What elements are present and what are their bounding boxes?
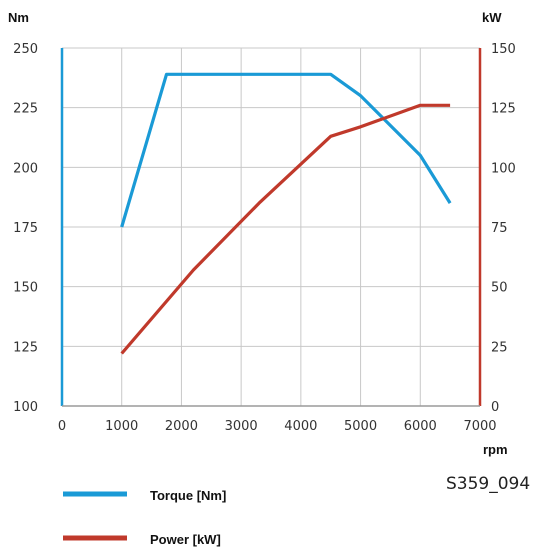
right-tick-label: 75 bbox=[491, 221, 508, 236]
left-tick-label: 250 bbox=[13, 42, 38, 57]
left-tick-label: 225 bbox=[13, 102, 38, 117]
right-axis-unit-label: kW bbox=[482, 10, 502, 25]
right-tick-label: 25 bbox=[491, 340, 508, 355]
legend: Torque [Nm] Power [kW] bbox=[63, 488, 226, 547]
left-tick-label: 200 bbox=[13, 161, 38, 176]
torque-line bbox=[120, 72, 452, 228]
figure-id: S359_094 bbox=[446, 474, 530, 494]
left-tick-label: 125 bbox=[13, 340, 38, 355]
right-tick-label: 0 bbox=[491, 400, 499, 415]
x-tick-label: 3000 bbox=[225, 419, 258, 434]
right-tick-label: 125 bbox=[491, 102, 516, 117]
x-tick-label: 0 bbox=[58, 419, 66, 434]
right-tick-label: 100 bbox=[491, 161, 516, 176]
tick-labels: 100 125 150 175 200 225 250 0 25 50 75 100 125 150 0 10… bbox=[13, 42, 516, 434]
x-axis-unit-label: rpm bbox=[483, 442, 508, 457]
x-tick-label: 7000 bbox=[463, 419, 496, 434]
right-tick-label: 50 bbox=[491, 281, 508, 296]
left-tick-label: 175 bbox=[13, 221, 38, 236]
left-tick-label: 100 bbox=[13, 400, 38, 415]
series-lines bbox=[120, 72, 452, 355]
axes bbox=[60, 48, 482, 407]
x-tick-label: 4000 bbox=[284, 419, 317, 434]
x-tick-label: 6000 bbox=[404, 419, 437, 434]
legend-label-torque: Torque [Nm] bbox=[150, 488, 226, 503]
x-tick-label: 1000 bbox=[105, 419, 138, 434]
left-axis-unit-label: Nm bbox=[8, 10, 29, 25]
right-tick-label: 150 bbox=[491, 42, 516, 57]
x-tick-label: 5000 bbox=[344, 419, 377, 434]
x-tick-label: 2000 bbox=[165, 419, 198, 434]
legend-label-power: Power [kW] bbox=[150, 532, 221, 547]
power-line bbox=[120, 103, 451, 355]
grid bbox=[62, 47, 481, 406]
left-tick-label: 150 bbox=[13, 281, 38, 296]
